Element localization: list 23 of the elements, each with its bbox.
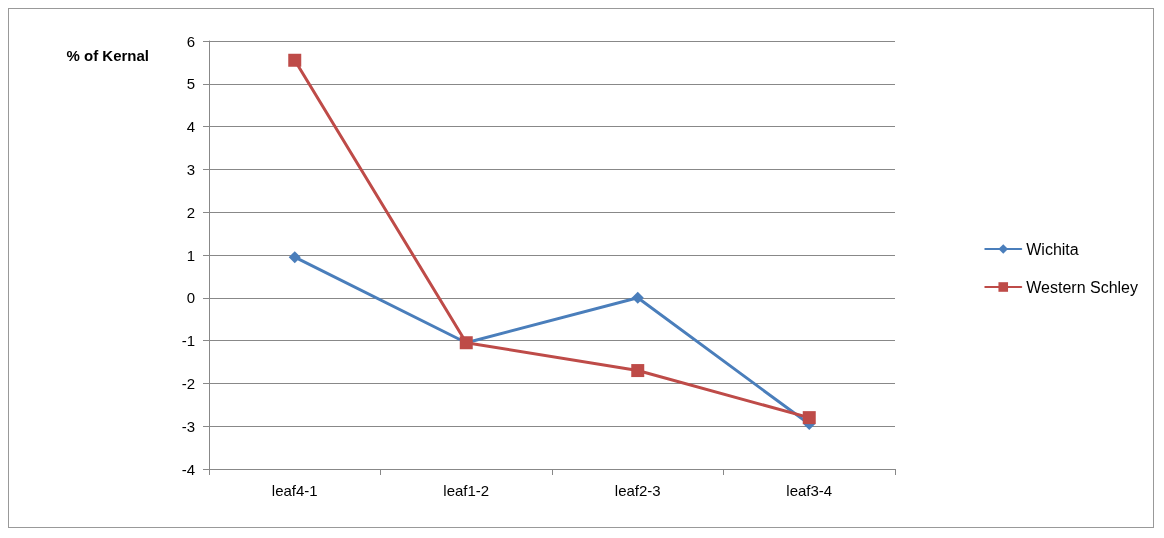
y-tick-label: 1 [186,246,195,264]
x-tick-label: leaf2-3 [614,482,661,499]
y-tick-label: 0 [186,289,195,307]
y-tick-label: -2 [181,374,195,392]
y-tick-label: -3 [181,417,195,435]
y-tick-label: -1 [181,332,195,350]
point [288,251,301,264]
point [802,411,816,425]
point [631,364,645,378]
point [288,53,302,67]
y-tick-label: 6 [186,32,195,50]
legend-label: Western Schley [1026,278,1138,296]
y-tick-label: -4 [181,460,195,478]
x-tick-label: leaf1-2 [443,482,490,499]
x-tick-label: leaf3-4 [786,482,833,499]
point [631,291,644,304]
y-tick-label: 5 [186,75,195,93]
x-tick-label: leaf4-1 [271,482,318,499]
y-tick-label: 4 [186,118,195,136]
y-tick-label: 3 [186,160,195,178]
y-axis-title: % of Kernal [66,47,149,64]
legend-label: Wichita [1026,240,1079,258]
y-tick-label: 2 [186,203,195,221]
